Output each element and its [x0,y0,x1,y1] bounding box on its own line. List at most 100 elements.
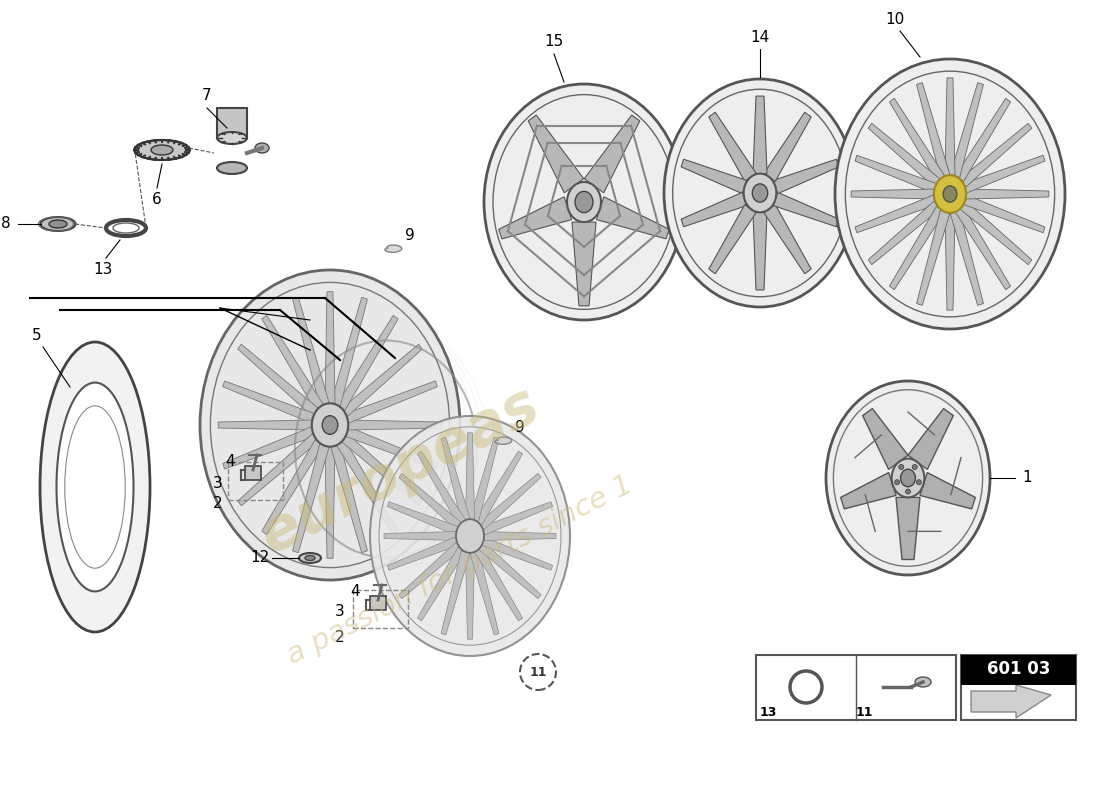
Polygon shape [387,537,458,570]
Polygon shape [960,123,1032,187]
Polygon shape [890,206,945,290]
Bar [228,462,283,500]
Bar [961,655,1076,685]
Polygon shape [385,245,402,252]
Ellipse shape [217,162,248,174]
Text: europeas: europeas [251,375,549,565]
Ellipse shape [370,416,570,656]
Text: 601 03: 601 03 [987,660,1050,678]
Polygon shape [945,213,955,310]
Polygon shape [474,547,522,621]
Polygon shape [890,98,945,182]
Polygon shape [441,550,470,635]
Polygon shape [916,210,949,306]
Ellipse shape [322,416,338,434]
Ellipse shape [56,382,133,591]
Polygon shape [478,542,541,598]
Circle shape [894,480,900,485]
Text: 7: 7 [202,89,212,103]
Bar [370,596,386,610]
Polygon shape [474,451,522,525]
Polygon shape [387,502,458,535]
Polygon shape [966,189,1049,199]
Polygon shape [349,420,442,430]
Text: 11: 11 [529,666,547,678]
Polygon shape [337,440,398,534]
Polygon shape [708,112,756,182]
Circle shape [905,489,911,494]
Polygon shape [345,381,438,423]
Text: 12: 12 [251,550,270,566]
Polygon shape [916,82,949,178]
Polygon shape [855,155,936,193]
Ellipse shape [299,553,321,563]
Text: 10: 10 [886,11,904,26]
Polygon shape [324,292,336,403]
Text: 13: 13 [94,262,112,278]
Ellipse shape [664,79,856,307]
Polygon shape [908,409,954,470]
Text: 4: 4 [226,454,234,470]
Bar [217,108,248,138]
Polygon shape [470,437,499,522]
Polygon shape [840,473,896,509]
Ellipse shape [484,84,684,320]
Circle shape [916,480,922,485]
Text: a passion for parts since 1: a passion for parts since 1 [283,470,638,670]
Polygon shape [708,205,756,274]
Polygon shape [862,409,909,470]
Polygon shape [384,531,456,541]
Bar [353,590,408,628]
Ellipse shape [217,132,248,144]
Text: 14: 14 [750,30,770,45]
Polygon shape [754,96,767,174]
Ellipse shape [200,270,460,580]
Ellipse shape [151,145,173,155]
Polygon shape [417,547,465,621]
Polygon shape [262,440,323,534]
Polygon shape [399,542,461,598]
Polygon shape [920,473,976,509]
Text: 3: 3 [336,605,345,619]
Ellipse shape [41,217,76,231]
Text: 8: 8 [1,217,11,231]
Polygon shape [945,78,955,175]
Ellipse shape [575,191,593,213]
Polygon shape [331,444,367,553]
Text: 2: 2 [336,630,344,646]
Polygon shape [293,444,329,553]
Text: 11: 11 [856,706,872,718]
Polygon shape [324,446,336,558]
Circle shape [899,465,904,470]
Polygon shape [855,195,936,233]
Text: 6: 6 [152,193,162,207]
Polygon shape [950,210,983,306]
Ellipse shape [134,140,189,160]
Ellipse shape [305,555,315,561]
Ellipse shape [915,677,931,687]
Text: 4: 4 [350,585,360,599]
Text: 15: 15 [544,34,563,50]
Polygon shape [337,315,398,410]
Polygon shape [754,212,767,290]
Polygon shape [238,434,318,506]
Polygon shape [484,531,556,541]
Polygon shape [964,195,1045,233]
Polygon shape [773,159,839,194]
Polygon shape [596,197,669,239]
Polygon shape [763,205,811,274]
Ellipse shape [50,220,67,228]
Polygon shape [478,474,541,530]
Polygon shape [851,189,934,199]
Polygon shape [956,98,1011,182]
Ellipse shape [311,403,349,446]
Polygon shape [950,82,983,178]
Bar [245,466,261,480]
Polygon shape [465,433,474,519]
Text: 2: 2 [213,495,223,510]
Polygon shape [262,315,323,410]
Polygon shape [773,192,839,226]
Text: 5: 5 [32,327,42,342]
Polygon shape [470,550,499,635]
Polygon shape [498,197,572,239]
